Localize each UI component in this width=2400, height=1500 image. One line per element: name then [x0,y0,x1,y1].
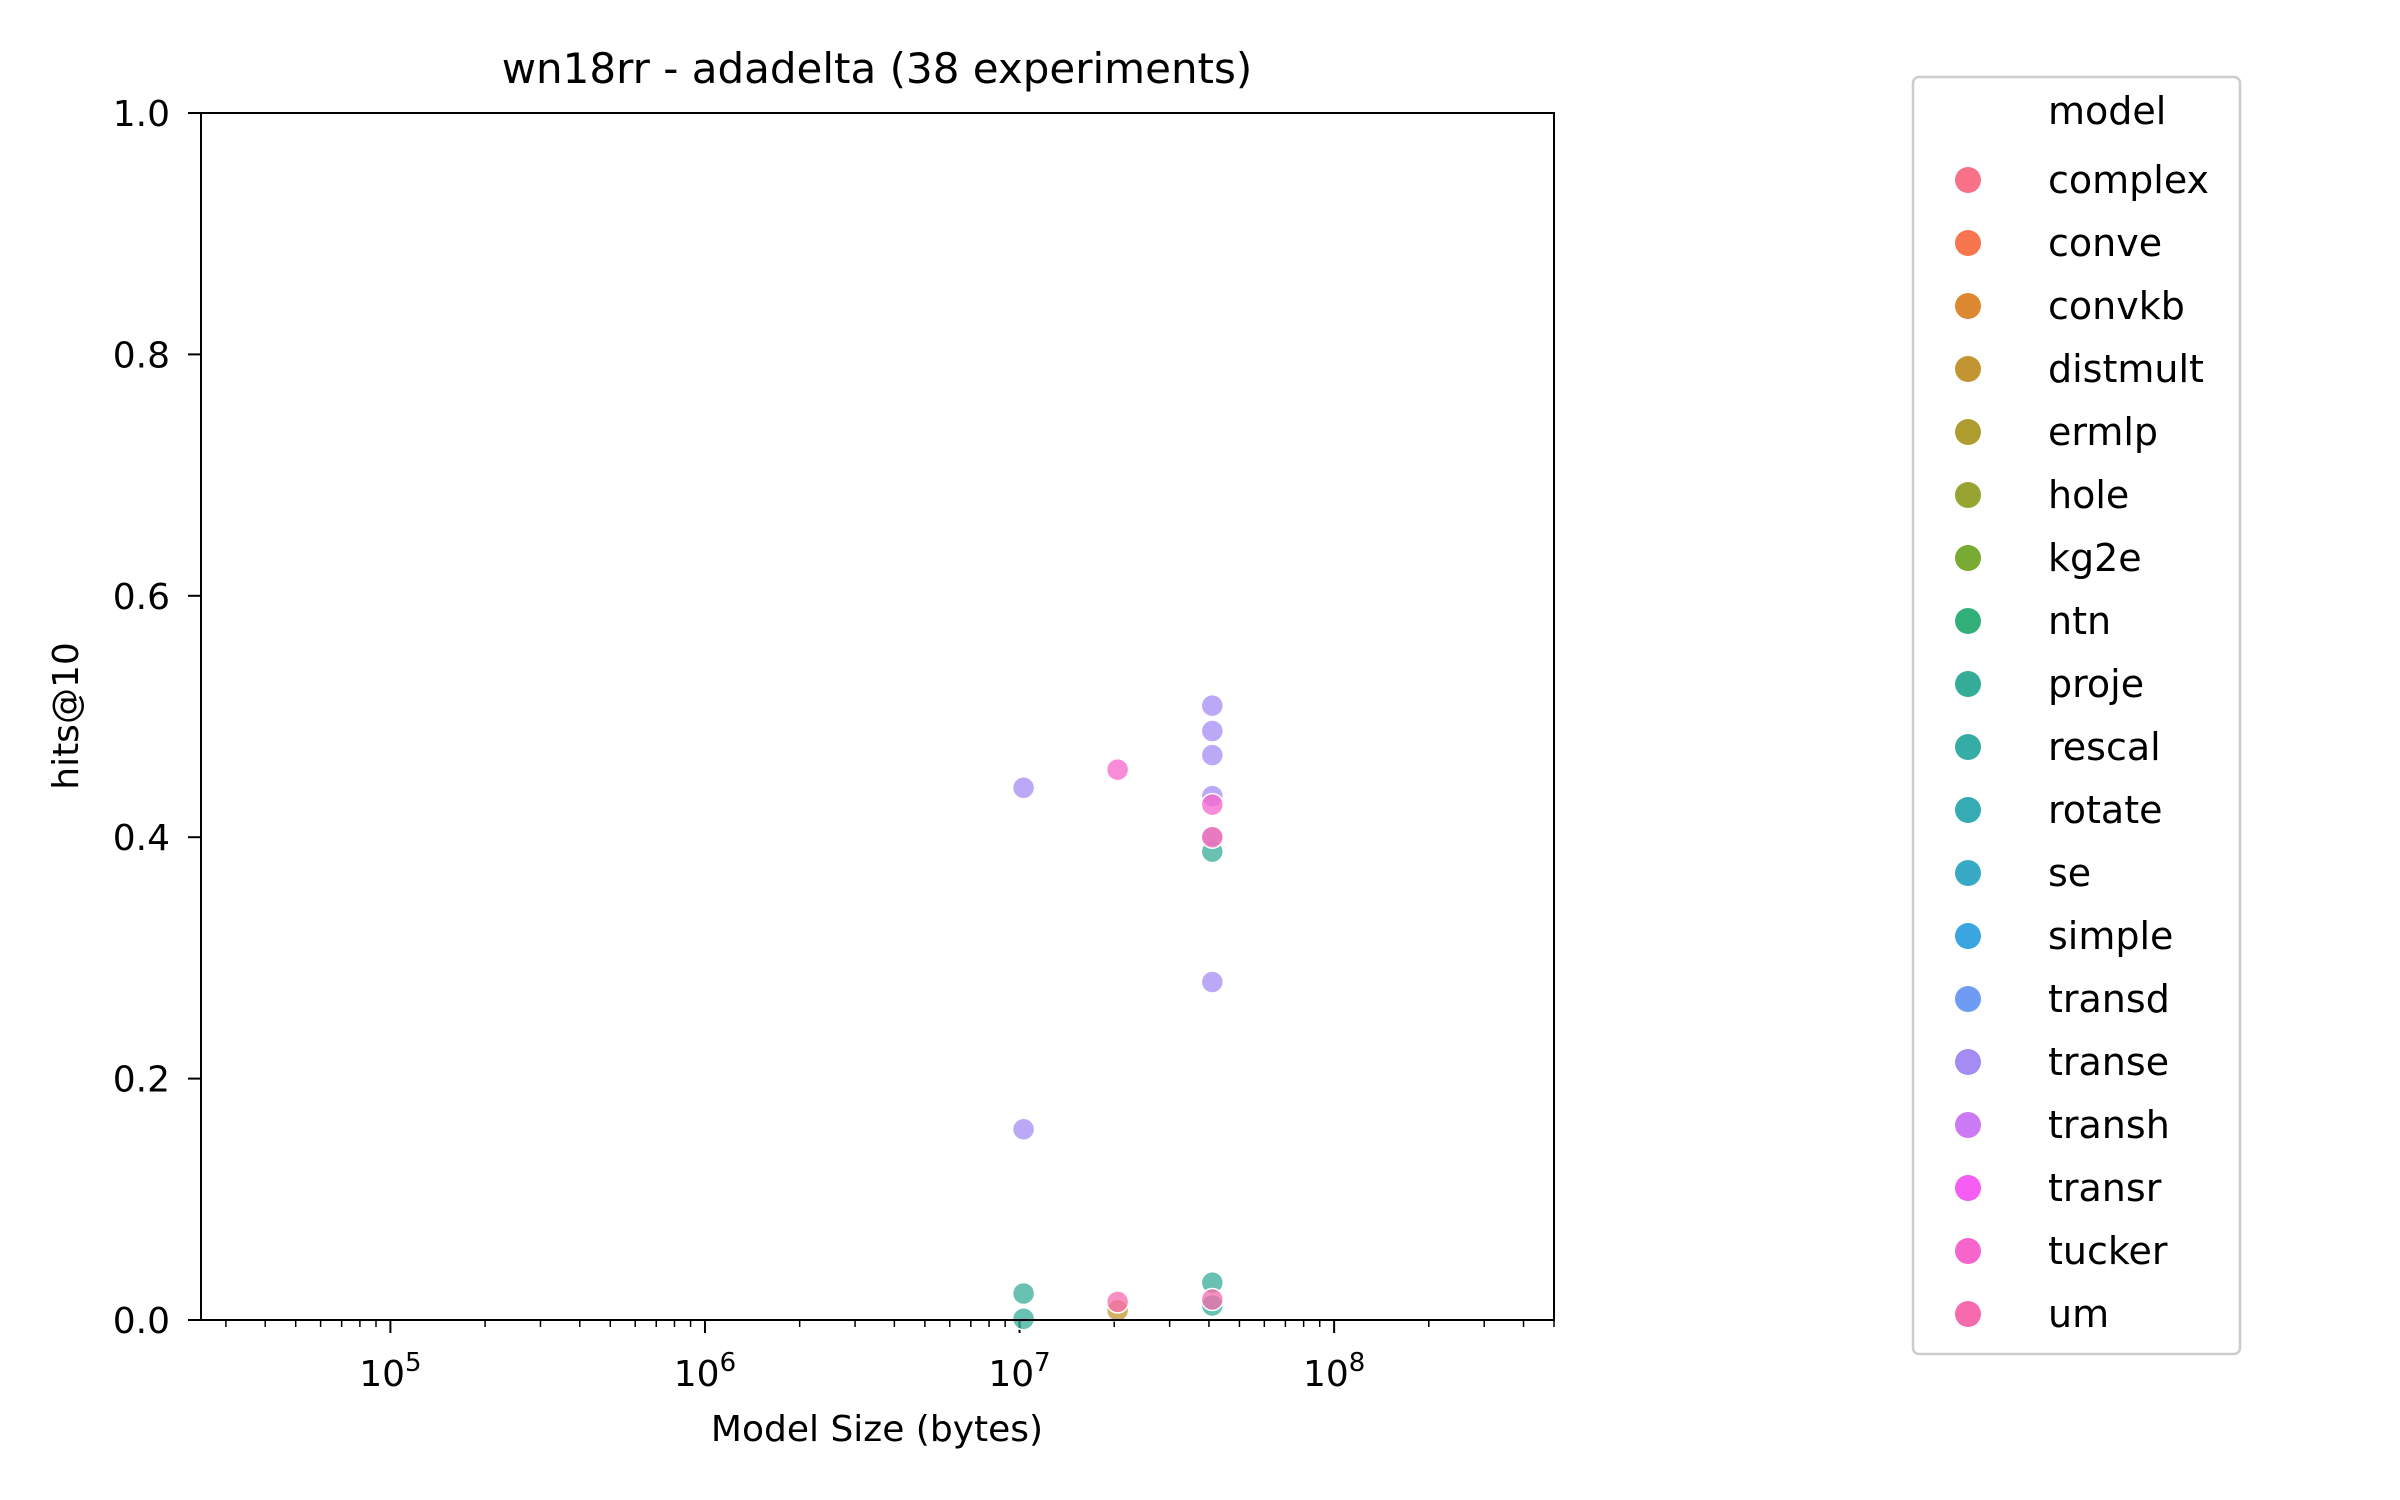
x-axis-label: Model Size (bytes) [711,1409,1043,1450]
data-point-tucker [1200,792,1225,817]
legend-label-complex: complex [2048,158,2209,202]
data-point-um [1105,1290,1130,1314]
legend-label-ntn: ntn [2048,599,2111,643]
y-axis-label: hits@10 [46,642,87,790]
chart-title: wn18rr - adadelta (38 experiments) [502,44,1253,93]
legend: model complex conve convkb distmult ermlp hol… [1911,75,2242,1356]
legend-title: model [2048,89,2166,133]
y-tick-label: 0.0 [113,1301,170,1342]
x-tick-label: 108 [1303,1348,1365,1395]
x-major-ticks: 105 106 107 108 [359,1320,1365,1395]
legend-marker-kg2e [1955,545,1981,571]
x-tick-exponent: 8 [1349,1348,1366,1378]
legend-marker-convkb [1955,293,1981,319]
legend-label-rotate: rotate [2048,788,2163,832]
y-ticks: 0.0 0.2 0.4 0.6 0.8 1.0 [113,94,201,1342]
x-tick-base: 10 [674,1354,720,1395]
legend-marker-transe [1955,1049,1981,1075]
x-tick-label: 105 [359,1348,421,1395]
legend-marker-rescal [1955,734,1981,760]
legend-marker-ermlp [1955,419,1981,445]
legend-label-tucker: tucker [2048,1229,2168,1273]
data-point-transe [1200,970,1225,994]
plot-frame [200,112,1555,1321]
legend-marker-ntn [1955,608,1981,634]
legend-label-convkb: convkb [2048,284,2185,328]
x-tick-base: 10 [359,1354,405,1395]
data-point-transe [1200,693,1225,718]
legend-label-simple: simple [2048,914,2173,958]
y-tick-label: 1.0 [113,94,170,135]
legend-label-um: um [2048,1292,2109,1336]
legend-label-transd: transd [2048,977,2170,1021]
legend-label-transr: transr [2048,1166,2162,1210]
legend-items: complex conve convkb distmult ermlp hole kg2e n… [1955,158,2209,1336]
y-tick-label: 0.2 [113,1060,170,1101]
legend-label-hole: hole [2048,473,2129,517]
legend-label-transh: transh [2048,1103,2170,1147]
x-tick-base: 10 [988,1354,1034,1395]
legend-label-ermlp: ermlp [2048,410,2158,454]
legend-marker-tucker [1955,1238,1981,1264]
data-point-proje [1011,1281,1036,1306]
legend-marker-transh [1955,1112,1981,1138]
y-tick-label: 0.6 [113,577,170,618]
data-point-transe [1200,719,1225,743]
legend-frame [1911,75,2242,1356]
x-tick-base: 10 [1303,1354,1349,1395]
legend-label-proje: proje [2048,662,2144,706]
legend-marker-transr [1955,1175,1981,1201]
y-tick-label: 0.4 [113,818,170,859]
legend-marker-rotate [1955,797,1981,823]
x-tick-exponent: 5 [405,1348,422,1378]
legend-marker-se [1955,860,1981,886]
data-point-transe [1011,1117,1036,1142]
legend-label-conve: conve [2048,221,2162,265]
legend-label-kg2e: kg2e [2048,536,2142,580]
legend-label-distmult: distmult [2048,347,2204,391]
y-tick-label: 0.8 [113,335,170,376]
legend-label-se: se [2048,851,2091,895]
x-tick-exponent: 7 [1034,1348,1051,1378]
data-point-transe [1011,775,1036,800]
data-point-um [1200,825,1225,849]
legend-marker-conve [1955,230,1981,256]
data-point-tucker [1105,757,1130,782]
data-point-um [1200,1287,1225,1312]
legend-marker-simple [1955,923,1981,949]
data-point-proje [1011,1307,1036,1331]
data-point-transe [1200,743,1225,767]
legend-marker-complex [1955,167,1981,193]
x-tick-label: 106 [674,1348,736,1395]
legend-marker-um [1955,1301,1981,1327]
x-minor-ticks [225,1320,1555,1327]
legend-label-rescal: rescal [2048,725,2161,769]
legend-marker-hole [1955,482,1981,508]
legend-marker-distmult [1955,356,1981,382]
x-tick-exponent: 6 [720,1348,737,1378]
legend-label-transe: transe [2048,1040,2169,1084]
data-points [1011,693,1225,1331]
legend-marker-transd [1955,986,1981,1012]
x-tick-label: 107 [988,1348,1050,1395]
legend-marker-proje [1955,671,1981,697]
